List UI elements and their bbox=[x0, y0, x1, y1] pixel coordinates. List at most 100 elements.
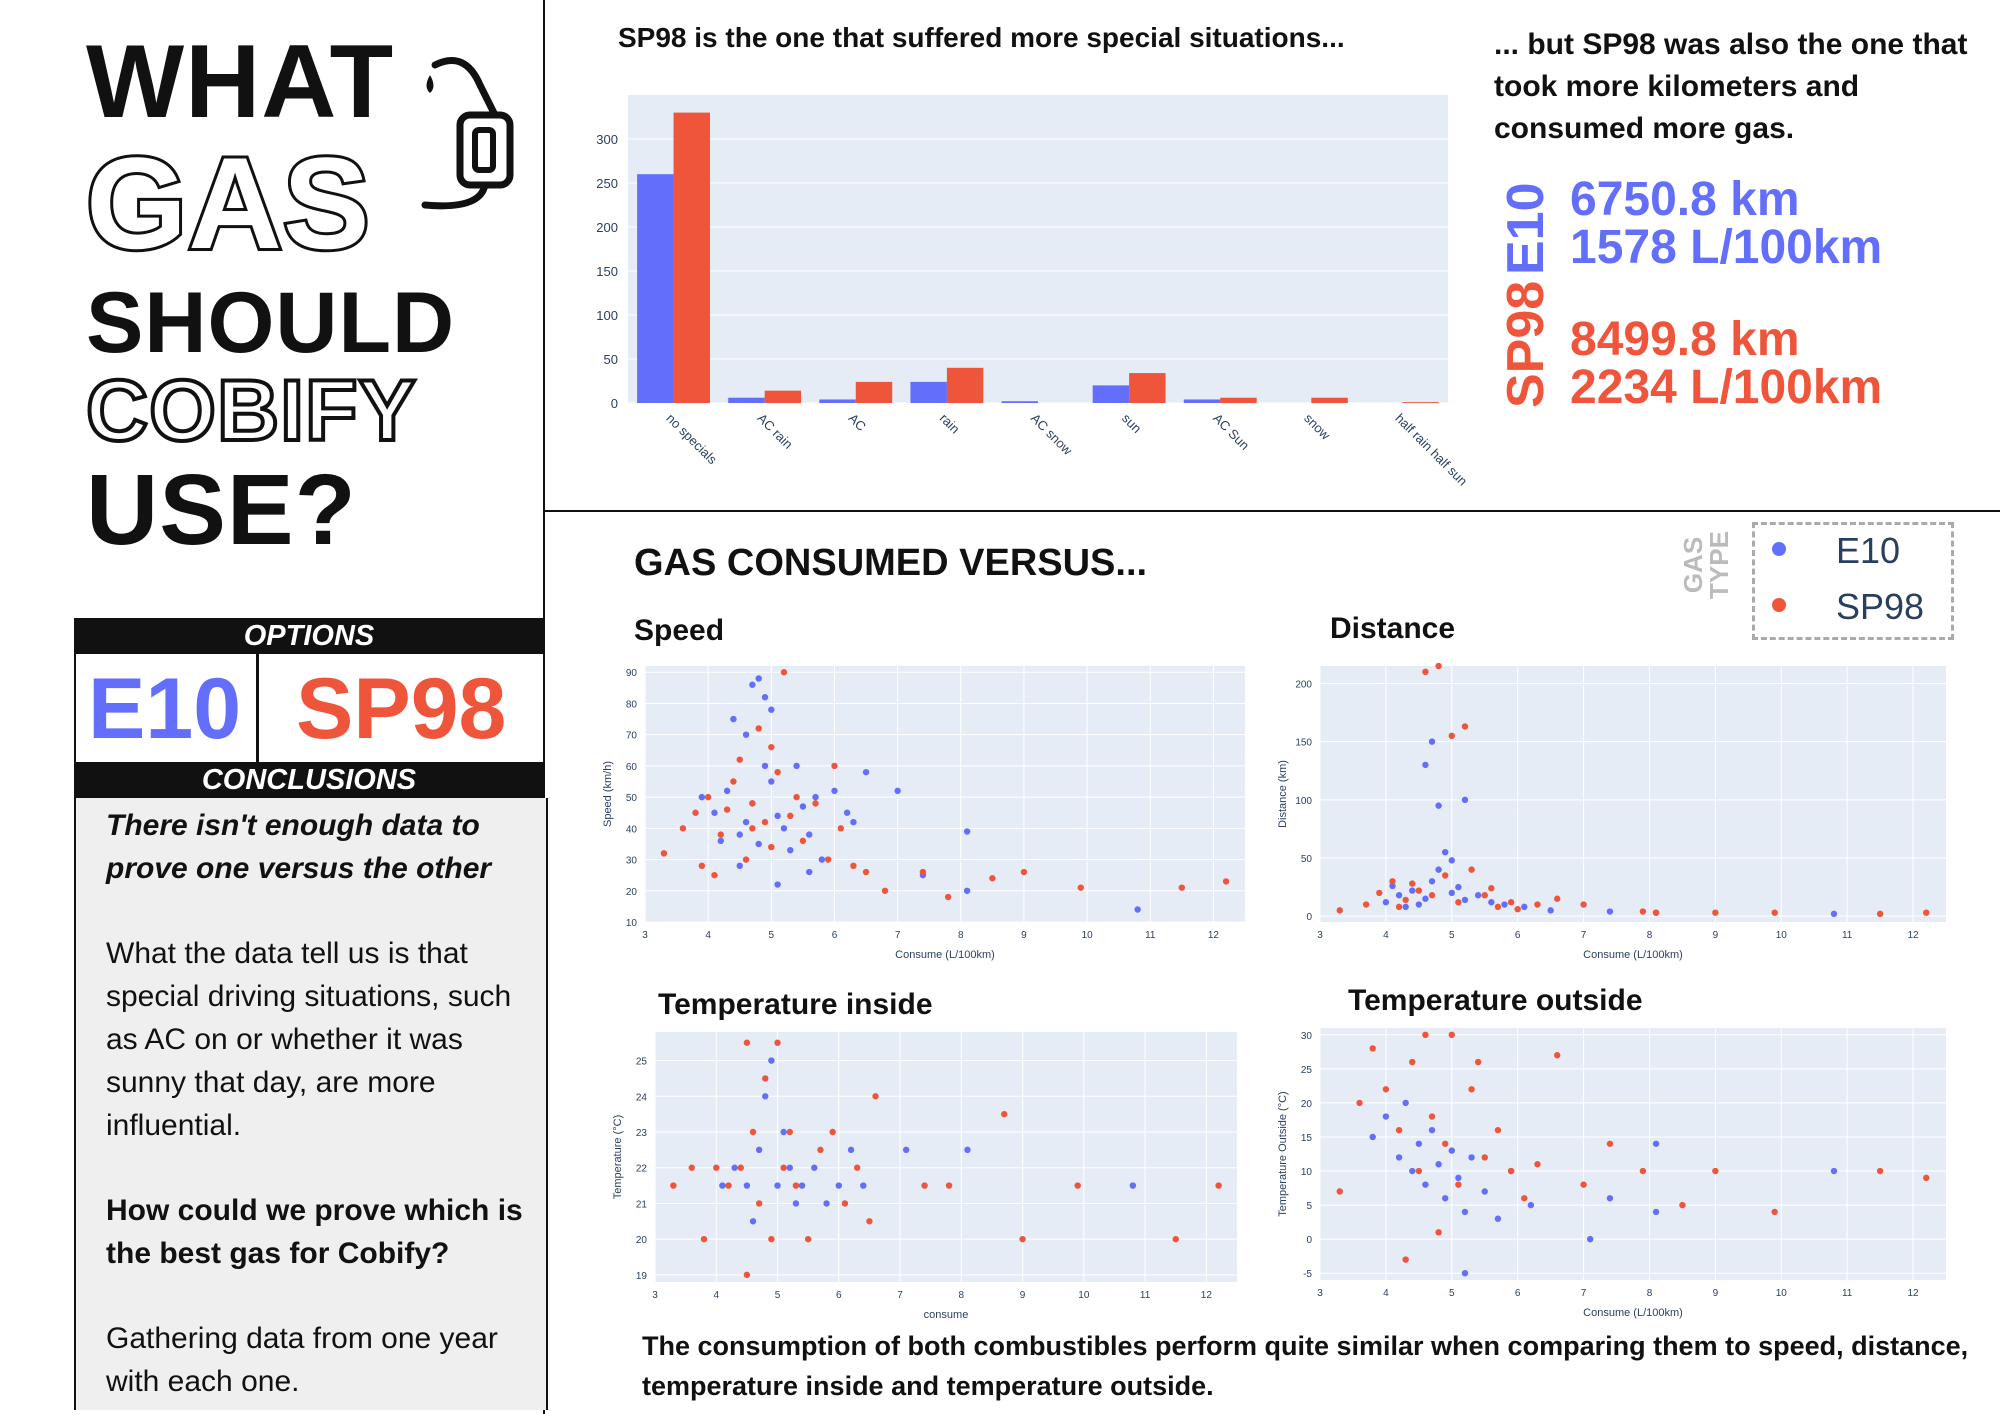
right-note: ... but SP98 was also the one that took … bbox=[1494, 28, 1968, 145]
point-sp98 bbox=[1494, 1126, 1502, 1134]
point-sp98 bbox=[1389, 878, 1396, 885]
point-e10 bbox=[1481, 1188, 1488, 1195]
scatter-x-tick-label: 5 bbox=[1449, 930, 1455, 941]
scatter-x-tick-label: 4 bbox=[1383, 1288, 1389, 1299]
point-e10 bbox=[806, 868, 813, 876]
point-e10 bbox=[1409, 1167, 1416, 1175]
bar-x-tick-label: sun bbox=[1119, 411, 1144, 436]
point-sp98 bbox=[1474, 1058, 1482, 1066]
point-e10 bbox=[1830, 1167, 1838, 1175]
point-e10 bbox=[1442, 1195, 1449, 1202]
point-sp98 bbox=[872, 1093, 879, 1100]
option-e10: E10 bbox=[88, 661, 242, 757]
point-e10 bbox=[1488, 899, 1495, 906]
point-sp98 bbox=[717, 831, 724, 838]
point-sp98 bbox=[1077, 884, 1084, 891]
point-sp98 bbox=[1001, 1110, 1008, 1118]
point-sp98 bbox=[755, 725, 762, 732]
point-sp98 bbox=[824, 856, 832, 863]
point-e10 bbox=[755, 1146, 763, 1154]
title-line-what: WHAT bbox=[86, 24, 395, 140]
point-sp98 bbox=[1448, 1031, 1455, 1039]
point-sp98 bbox=[1481, 1154, 1488, 1161]
left-divider bbox=[543, 0, 545, 1414]
scatter-x-tick-label: 7 bbox=[897, 1290, 903, 1301]
conclusion-lead: There isn't enough data to prove one ver… bbox=[106, 809, 492, 885]
point-e10 bbox=[1586, 1235, 1594, 1243]
point-sp98 bbox=[1606, 1140, 1614, 1147]
point-e10 bbox=[731, 1164, 738, 1171]
legend-box bbox=[1752, 522, 1954, 640]
point-e10 bbox=[719, 1182, 726, 1189]
bar-y-tick-label: 300 bbox=[596, 132, 618, 147]
scatter-x-tick-label: 3 bbox=[1317, 930, 1323, 941]
point-sp98 bbox=[768, 743, 775, 751]
point-e10 bbox=[1652, 1208, 1660, 1216]
point-sp98 bbox=[921, 1182, 928, 1189]
point-sp98 bbox=[688, 1164, 695, 1171]
point-sp98 bbox=[1369, 1045, 1376, 1052]
bar-chart-heading: SP98 is the one that suffered more speci… bbox=[618, 22, 1345, 53]
scatter-x-tick-label: 12 bbox=[1201, 1290, 1213, 1301]
point-sp98 bbox=[1514, 906, 1521, 913]
point-e10 bbox=[1389, 882, 1396, 890]
point-e10 bbox=[1428, 1126, 1436, 1134]
point-sp98 bbox=[881, 887, 889, 894]
point-e10 bbox=[1461, 896, 1469, 904]
point-sp98 bbox=[1461, 723, 1469, 730]
point-e10 bbox=[768, 778, 775, 785]
bar-y-tick-label: 0 bbox=[611, 396, 618, 411]
scatter-x-tick-label: 9 bbox=[1713, 1288, 1719, 1299]
point-sp98 bbox=[945, 1182, 953, 1189]
point-sp98 bbox=[841, 1200, 849, 1207]
conclusion-answer: Gathering data from one year with each o… bbox=[106, 1322, 498, 1398]
point-sp98 bbox=[1395, 903, 1403, 911]
point-sp98 bbox=[1415, 1167, 1423, 1175]
point-e10 bbox=[1494, 1215, 1502, 1222]
scatter-y-tick-label: 21 bbox=[636, 1199, 648, 1210]
point-sp98 bbox=[743, 1039, 751, 1046]
scatter-x-tick-label: 7 bbox=[1581, 930, 1587, 941]
versus-heading: GAS CONSUMED VERSUS... bbox=[634, 542, 1148, 584]
scatter-x-label: Consume (L/100km) bbox=[895, 949, 995, 961]
point-e10 bbox=[894, 787, 901, 795]
point-sp98 bbox=[1876, 910, 1884, 918]
bar-e10 bbox=[1001, 401, 1038, 403]
point-e10 bbox=[749, 1218, 757, 1225]
point-sp98 bbox=[1435, 662, 1442, 670]
point-e10 bbox=[1422, 1181, 1429, 1188]
stats-e10-km: 6750.8 km bbox=[1570, 173, 1800, 226]
point-sp98 bbox=[749, 825, 756, 832]
point-sp98 bbox=[1580, 901, 1587, 908]
scatter-x-label: consume bbox=[924, 1309, 969, 1321]
scatter-x-tick-label: 7 bbox=[1581, 1288, 1587, 1299]
point-e10 bbox=[1402, 903, 1409, 911]
stats-e10-label: E10 bbox=[1497, 182, 1555, 275]
bar-sp98 bbox=[1402, 402, 1439, 403]
point-sp98 bbox=[812, 800, 819, 807]
point-sp98 bbox=[850, 862, 857, 870]
scatter-x-tick-label: 12 bbox=[1208, 930, 1220, 941]
scatter-y-tick-label: 90 bbox=[626, 668, 638, 679]
point-e10 bbox=[723, 787, 731, 795]
scatter-x-tick-label: 7 bbox=[895, 930, 901, 941]
point-e10 bbox=[1382, 1113, 1390, 1120]
point-sp98 bbox=[1074, 1182, 1081, 1189]
scatter-y-tick-label: 40 bbox=[626, 824, 638, 835]
point-e10 bbox=[812, 793, 819, 801]
scatter-y-tick-label: 150 bbox=[1295, 738, 1312, 749]
point-sp98 bbox=[670, 1182, 677, 1189]
point-sp98 bbox=[1923, 1174, 1930, 1182]
bar-y-tick-label: 100 bbox=[596, 308, 618, 323]
title-line-should: SHOULD bbox=[86, 275, 456, 371]
point-e10 bbox=[1448, 1147, 1455, 1154]
point-e10 bbox=[1461, 1269, 1469, 1277]
point-e10 bbox=[798, 1182, 806, 1189]
point-e10 bbox=[736, 862, 743, 870]
point-e10 bbox=[963, 887, 971, 894]
point-sp98 bbox=[761, 818, 769, 826]
scatter-x-tick-label: 3 bbox=[1317, 1288, 1323, 1299]
special-situations-bar-chart: 0 50 100 150 200 250 300 no specials AC rain AC ra… bbox=[596, 95, 1470, 489]
point-e10 bbox=[1448, 889, 1455, 897]
point-sp98 bbox=[713, 1164, 720, 1171]
